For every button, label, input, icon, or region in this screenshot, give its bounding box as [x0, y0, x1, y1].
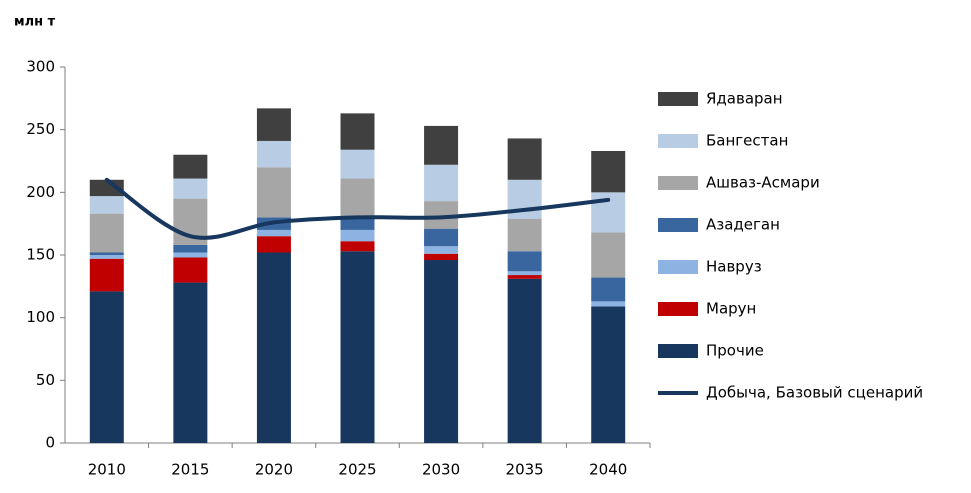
bar-segment: [591, 150, 626, 193]
y-tick-label: 0: [45, 434, 55, 452]
legend-label: Прочие: [706, 342, 764, 360]
bar-segment: [173, 252, 208, 258]
x-tick-label: 2015: [171, 461, 209, 479]
legend-swatch: [658, 260, 698, 274]
x-tick-label: 2020: [255, 461, 293, 479]
x-tick-label: 2040: [589, 461, 627, 479]
bar-segment: [89, 258, 124, 292]
bar-segment: [89, 213, 124, 253]
y-axis-label: млн т: [14, 15, 56, 30]
bar-segment: [256, 108, 291, 141]
legend-label: Марун: [706, 300, 756, 318]
bar-segment: [89, 255, 124, 259]
x-tick-label: 2010: [88, 461, 126, 479]
bar-segment: [424, 164, 459, 202]
bar-segment: [591, 301, 626, 307]
bar-segment: [424, 253, 459, 261]
legend-label: Азадеган: [706, 216, 780, 234]
x-tick-label: 2025: [338, 461, 376, 479]
bar-segment: [173, 257, 208, 283]
legend-label: Навруз: [706, 258, 762, 276]
legend-swatch: [658, 302, 698, 316]
bar-segment: [507, 271, 542, 276]
legend-label: Бангестан: [706, 132, 788, 150]
bar-segment: [591, 277, 626, 302]
y-tick-label: 200: [26, 183, 55, 201]
bar-segment: [424, 260, 459, 443]
bar-segment: [173, 178, 208, 199]
bar-segment: [256, 252, 291, 443]
legend-swatch: [658, 344, 698, 358]
legend-label: Ядаваран: [706, 90, 783, 108]
legend-swatch: [658, 134, 698, 148]
legend-swatch: [658, 176, 698, 190]
bar-segment: [507, 138, 542, 180]
bar-segment: [591, 306, 626, 443]
legend-label: Добыча, Базовый сценарий: [706, 384, 923, 402]
bar-segment: [424, 125, 459, 165]
y-tick-label: 50: [36, 371, 55, 389]
legend-label: Ашваз-Асмари: [706, 174, 820, 192]
y-tick-label: 150: [26, 246, 55, 264]
x-tick-label: 2030: [422, 461, 460, 479]
bar-segment: [256, 167, 291, 218]
bar-segment: [89, 196, 124, 214]
bar-segment: [173, 282, 208, 443]
x-tick-label: 2035: [506, 461, 544, 479]
bar-segment: [507, 251, 542, 272]
line: [104, 177, 611, 240]
bar-segment: [591, 232, 626, 278]
bar-segment: [424, 228, 459, 247]
bar-segment: [89, 291, 124, 443]
bar-segment: [507, 278, 542, 443]
bar-segment: [173, 244, 208, 253]
bar-segment: [256, 236, 291, 253]
legend-swatch: [658, 92, 698, 106]
y-tick-label: 300: [26, 58, 55, 76]
bar-segment: [507, 218, 542, 252]
bar-segment: [424, 246, 459, 254]
y-tick-label: 250: [26, 120, 55, 138]
bar-segment: [507, 275, 542, 279]
bar-segment: [340, 251, 375, 443]
bar-segment: [173, 154, 208, 179]
bar-segment: [340, 178, 375, 218]
bar-segment: [340, 149, 375, 179]
bar-segment: [340, 113, 375, 150]
bar-segment: [340, 229, 375, 242]
legend-swatch: [658, 218, 698, 232]
bar-segment: [340, 241, 375, 252]
bar-segment: [256, 229, 291, 237]
y-tick-label: 100: [26, 308, 55, 326]
bar-segment: [340, 217, 375, 230]
bar-segment: [256, 140, 291, 168]
bar-segment: [89, 252, 124, 255]
